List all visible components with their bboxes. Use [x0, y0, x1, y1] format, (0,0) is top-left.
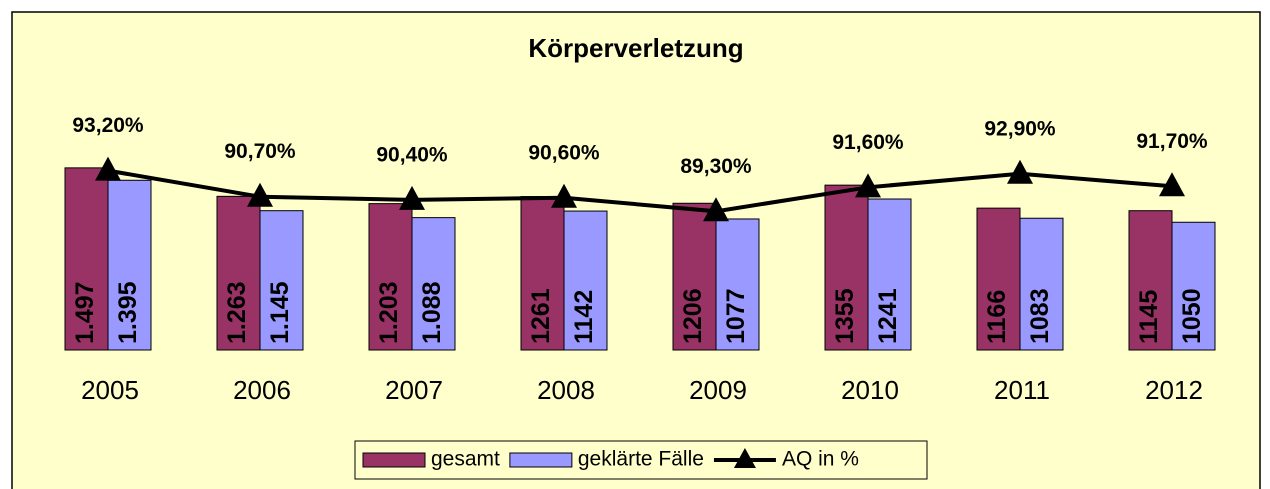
x-tick-label: 2012 [1145, 375, 1203, 405]
bar [259, 210, 304, 351]
legend-label: geklärte Fälle [578, 448, 704, 471]
data-label: 90,40% [376, 143, 448, 166]
data-label: 1.088 [418, 281, 446, 344]
line-marker [855, 173, 881, 198]
data-label: 93,20% [72, 114, 144, 137]
bar [563, 210, 608, 351]
data-label: 92,90% [984, 117, 1056, 140]
data-label: 1166 [983, 290, 1011, 344]
data-label: 1.263 [223, 281, 251, 344]
line-marker [1007, 159, 1033, 184]
data-label: 1083 [1026, 288, 1054, 344]
data-label: 1.497 [71, 281, 99, 344]
data-label: 1145 [1135, 290, 1163, 344]
bar [824, 184, 869, 351]
line [107, 168, 1173, 214]
bar [107, 179, 152, 351]
bar [411, 217, 456, 351]
bar [867, 198, 912, 351]
chart-area [11, 11, 1261, 489]
data-label: 91,70% [1136, 130, 1208, 153]
data-label: 1261 [527, 288, 555, 344]
line-marker [95, 156, 121, 181]
data-label: 1355 [831, 288, 859, 344]
x-tick-label: 2009 [689, 375, 747, 405]
x-tick-label: 2006 [233, 375, 291, 405]
data-label: 1241 [874, 288, 902, 344]
data-label: 89,30% [680, 155, 752, 178]
data-label: 1206 [679, 288, 707, 344]
data-label: 1.203 [375, 281, 403, 344]
bar [715, 218, 760, 351]
data-label: 1142 [570, 290, 598, 344]
bar [64, 167, 109, 351]
data-label: 1.395 [114, 281, 142, 344]
line-marker [247, 182, 273, 207]
data-label: 1077 [722, 288, 750, 344]
data-label: 90,60% [528, 141, 600, 164]
data-label: 1050 [1178, 288, 1206, 344]
x-tick-label: 2007 [385, 375, 443, 405]
data-label: 1.145 [266, 281, 294, 344]
x-tick-label: 2008 [537, 375, 595, 405]
line-marker [1159, 172, 1185, 197]
data-label: 91,60% [832, 131, 904, 154]
bar [1019, 217, 1064, 351]
legend-marker [733, 448, 756, 468]
line-marker [551, 183, 577, 208]
bar [1128, 210, 1173, 351]
x-tick-label: 2010 [841, 375, 899, 405]
bar [216, 195, 261, 351]
legend [354, 440, 928, 480]
bar [976, 207, 1021, 351]
bar [368, 203, 413, 351]
data-label: 90,70% [224, 140, 296, 163]
line-marker [703, 197, 729, 222]
x-tick-label: 2005 [81, 375, 139, 405]
legend-swatch [362, 452, 426, 468]
bar [520, 196, 565, 351]
legend-label: AQ in % [782, 448, 859, 471]
bar [672, 202, 717, 351]
x-tick-label: 2011 [994, 375, 1050, 405]
line-marker [399, 185, 425, 210]
legend-label: gesamt [431, 448, 500, 471]
legend-swatch [509, 452, 573, 468]
bar [1171, 221, 1216, 351]
chart-title: Körperverletzung [528, 33, 743, 63]
